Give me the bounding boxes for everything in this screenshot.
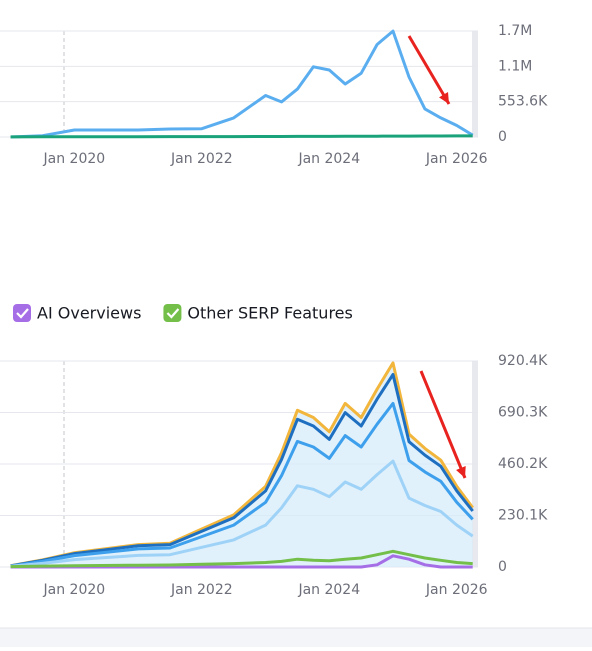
legend-label: AI Overviews bbox=[37, 304, 141, 323]
legend-label: Other SERP Features bbox=[187, 304, 352, 323]
legend-check bbox=[16, 308, 29, 319]
line bbox=[10, 29, 474, 139]
y-tick-label: 0 bbox=[498, 559, 507, 575]
x-tick-label: Jan 2020 bbox=[43, 151, 106, 167]
annotation-arrow bbox=[407, 35, 451, 105]
x-tick-label: Jan 2026 bbox=[425, 582, 488, 598]
y-tick-label: 1.7M bbox=[498, 23, 532, 39]
y-tick-label: 460.2K bbox=[498, 456, 548, 472]
line bbox=[10, 401, 474, 568]
x-tick-label: Jan 2024 bbox=[297, 151, 360, 167]
annotation-arrow bbox=[419, 370, 467, 479]
x-tick-label: Jan 2022 bbox=[170, 582, 233, 598]
legend-item[interactable]: AI Overviews bbox=[13, 304, 141, 323]
line bbox=[10, 554, 473, 569]
y-tick-label: 1.1M bbox=[498, 58, 532, 74]
y-tick-label: 690.3K bbox=[498, 405, 548, 421]
line bbox=[10, 549, 473, 569]
annotation-arrowhead bbox=[456, 466, 466, 478]
y-tick-label: 0 bbox=[498, 129, 507, 145]
line bbox=[10, 134, 473, 139]
y-tick-label: 920.4K bbox=[498, 353, 548, 369]
line bbox=[10, 459, 474, 568]
legend-item[interactable]: Other SERP Features bbox=[163, 304, 353, 323]
legend-checkbox bbox=[13, 304, 31, 322]
legend-check bbox=[166, 308, 180, 319]
y-tick-label: 230.1K bbox=[498, 508, 548, 524]
x-tick-label: Jan 2026 bbox=[425, 151, 488, 167]
area bbox=[10, 362, 473, 567]
x-tick-label: Jan 2024 bbox=[297, 582, 360, 598]
x-tick-label: Jan 2022 bbox=[170, 151, 233, 167]
x-tick-label: Jan 2020 bbox=[43, 582, 106, 598]
footer-band bbox=[0, 628, 592, 647]
line bbox=[10, 373, 474, 568]
annotation-arrowhead bbox=[439, 92, 449, 104]
legend-checkbox bbox=[163, 304, 182, 322]
scroll-handle bbox=[472, 31, 478, 137]
y-tick-label: 553.6K bbox=[498, 94, 548, 110]
